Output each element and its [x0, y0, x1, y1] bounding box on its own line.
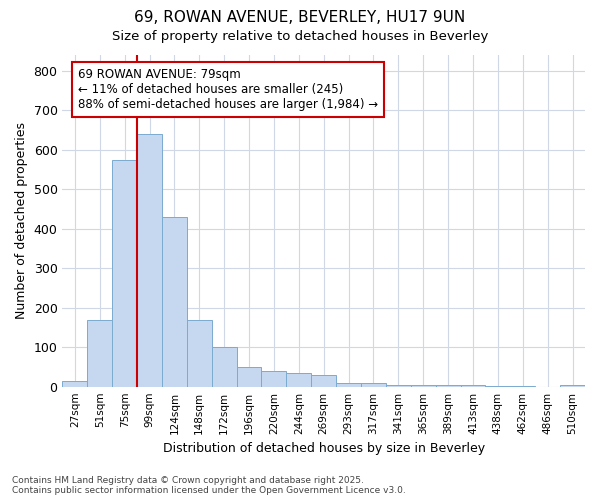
Bar: [187, 320, 212, 386]
Bar: [88, 320, 112, 386]
Bar: [336, 382, 361, 386]
Bar: [262, 371, 286, 386]
Bar: [286, 373, 311, 386]
Text: 69 ROWAN AVENUE: 79sqm
← 11% of detached houses are smaller (245)
88% of semi-de: 69 ROWAN AVENUE: 79sqm ← 11% of detached…: [78, 68, 378, 112]
Bar: [560, 384, 585, 386]
Bar: [212, 347, 236, 387]
Text: Contains HM Land Registry data © Crown copyright and database right 2025.
Contai: Contains HM Land Registry data © Crown c…: [12, 476, 406, 495]
Bar: [62, 381, 88, 386]
Bar: [311, 375, 336, 386]
Bar: [112, 160, 137, 386]
X-axis label: Distribution of detached houses by size in Beverley: Distribution of detached houses by size …: [163, 442, 485, 455]
Text: 69, ROWAN AVENUE, BEVERLEY, HU17 9UN: 69, ROWAN AVENUE, BEVERLEY, HU17 9UN: [134, 10, 466, 25]
Bar: [162, 217, 187, 386]
Text: Size of property relative to detached houses in Beverley: Size of property relative to detached ho…: [112, 30, 488, 43]
Bar: [361, 382, 386, 386]
Bar: [236, 367, 262, 386]
Bar: [137, 134, 162, 386]
Y-axis label: Number of detached properties: Number of detached properties: [15, 122, 28, 320]
